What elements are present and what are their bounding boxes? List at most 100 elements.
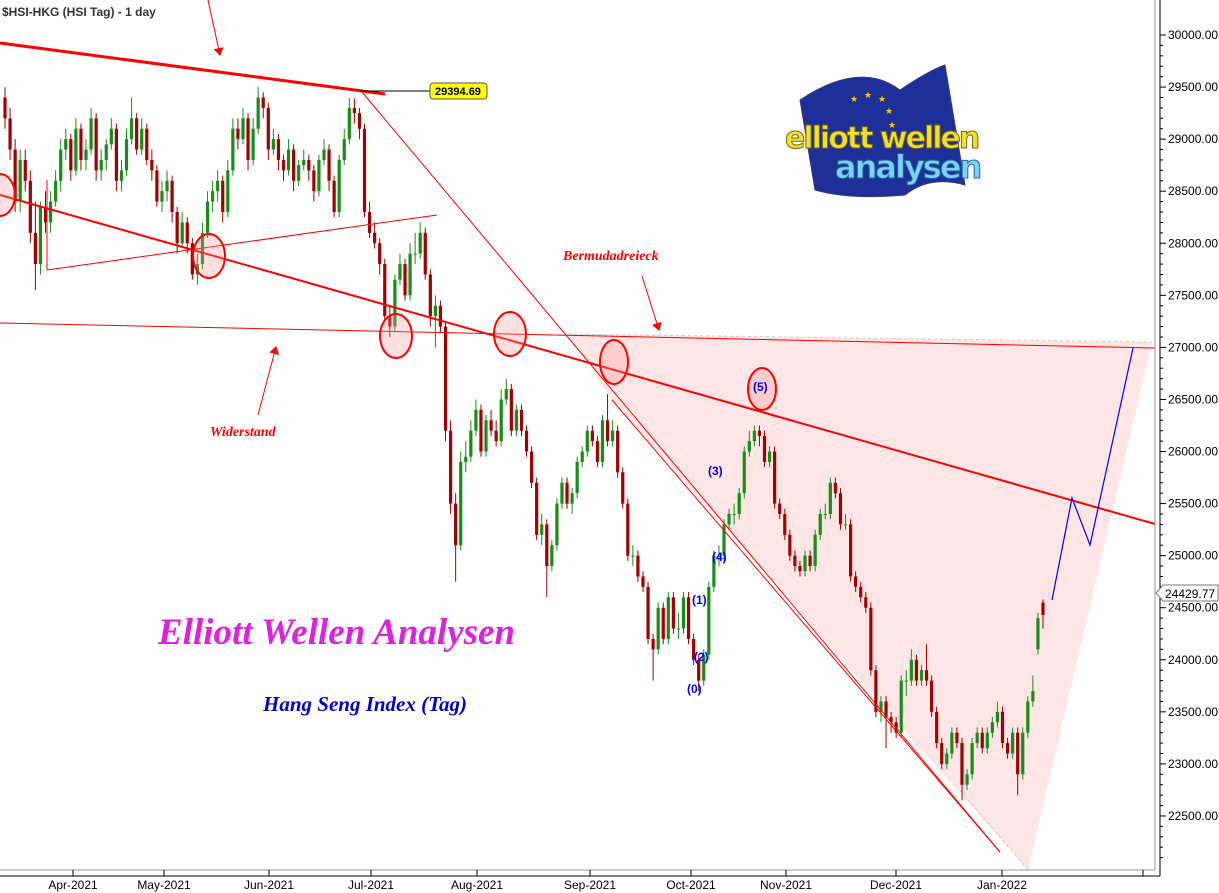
x-tick-label: Sep-2021 xyxy=(564,878,616,892)
candle xyxy=(742,446,746,499)
candle-body xyxy=(1026,701,1030,733)
candle-body xyxy=(317,159,321,192)
candle-body xyxy=(246,118,250,160)
candle-body xyxy=(459,461,463,546)
x-tick-label: Aug-2021 xyxy=(451,878,503,892)
candle xyxy=(342,128,346,166)
candle xyxy=(838,487,843,530)
candle-body xyxy=(28,180,32,233)
x-tick-label: Dec-2021 xyxy=(870,878,922,892)
candle xyxy=(119,159,124,192)
candle xyxy=(292,144,296,192)
candle-body xyxy=(271,139,275,150)
candle xyxy=(828,477,832,520)
candle-body xyxy=(155,170,159,202)
candle xyxy=(160,180,164,213)
candle-body xyxy=(160,191,164,202)
candle-body xyxy=(418,232,422,254)
candle-body xyxy=(150,159,154,171)
candle-body xyxy=(869,607,873,671)
candle-body xyxy=(195,264,200,275)
candle xyxy=(859,581,863,603)
candle-body xyxy=(352,107,356,114)
candle xyxy=(393,274,397,332)
candle xyxy=(651,633,655,681)
candle xyxy=(560,477,564,509)
candle-body xyxy=(848,524,853,577)
triangle-base-line xyxy=(46,214,438,271)
candle-body xyxy=(413,253,417,255)
candle xyxy=(788,529,792,561)
candle-body xyxy=(707,586,711,655)
candle xyxy=(261,92,265,119)
candle-body xyxy=(114,128,118,181)
candle-body xyxy=(342,139,346,160)
candle xyxy=(803,550,807,577)
candle-body xyxy=(484,420,488,452)
candle-body xyxy=(13,149,17,202)
y-tick-label: 24000.00 xyxy=(1168,653,1218,667)
candle xyxy=(104,139,108,171)
candle xyxy=(843,513,848,530)
candle xyxy=(322,139,326,166)
candle xyxy=(165,170,169,202)
candle-body xyxy=(180,222,184,244)
candle xyxy=(59,139,63,192)
candle-body xyxy=(38,206,43,265)
candle-body xyxy=(378,243,382,265)
candle-body xyxy=(494,430,498,442)
descending-wedge-line xyxy=(361,91,1001,853)
candle xyxy=(798,560,802,577)
candle xyxy=(54,170,58,207)
candle-body xyxy=(504,389,508,400)
candle xyxy=(69,133,73,181)
candle-body xyxy=(327,149,331,181)
candle xyxy=(681,592,686,634)
candle-body xyxy=(362,128,367,213)
candle xyxy=(3,87,7,129)
candle-body xyxy=(874,670,878,712)
chart-subtitle: Hang Seng Index (Tag) xyxy=(262,692,467,716)
candle xyxy=(930,675,934,718)
candle-body xyxy=(960,743,964,785)
candle xyxy=(1016,727,1020,796)
candle-body xyxy=(697,659,701,681)
candle xyxy=(783,508,787,541)
candle xyxy=(702,649,706,686)
candle-body xyxy=(940,743,944,764)
candle-body xyxy=(529,451,534,483)
candle-body xyxy=(48,201,53,223)
candle xyxy=(271,128,275,155)
candle-body xyxy=(8,118,12,150)
candle xyxy=(494,420,498,447)
candle xyxy=(975,727,979,749)
candle xyxy=(297,159,301,186)
projection-path xyxy=(1051,347,1134,601)
candle xyxy=(909,649,913,686)
candle xyxy=(135,113,139,155)
candle xyxy=(1041,599,1045,629)
touch-circle xyxy=(599,339,629,385)
candle xyxy=(398,253,402,285)
candle xyxy=(767,446,772,468)
candle xyxy=(970,737,974,780)
candle xyxy=(833,477,837,499)
candle xyxy=(611,420,615,447)
candle xyxy=(448,420,453,514)
candle xyxy=(18,149,22,213)
candle xyxy=(980,727,984,754)
candle-body xyxy=(3,97,7,119)
candle xyxy=(747,430,751,457)
candle-body xyxy=(930,680,934,712)
candle xyxy=(707,581,711,660)
candle xyxy=(312,165,316,202)
candle-body xyxy=(94,118,98,171)
candle-body xyxy=(79,128,83,160)
candle-body xyxy=(859,586,863,598)
wave-label-1: (1) xyxy=(692,593,707,607)
last-price-label: 24429.77 xyxy=(1165,587,1215,601)
candle xyxy=(621,467,625,509)
candle xyxy=(145,123,149,166)
candle-body xyxy=(43,206,48,223)
candle xyxy=(519,404,524,436)
